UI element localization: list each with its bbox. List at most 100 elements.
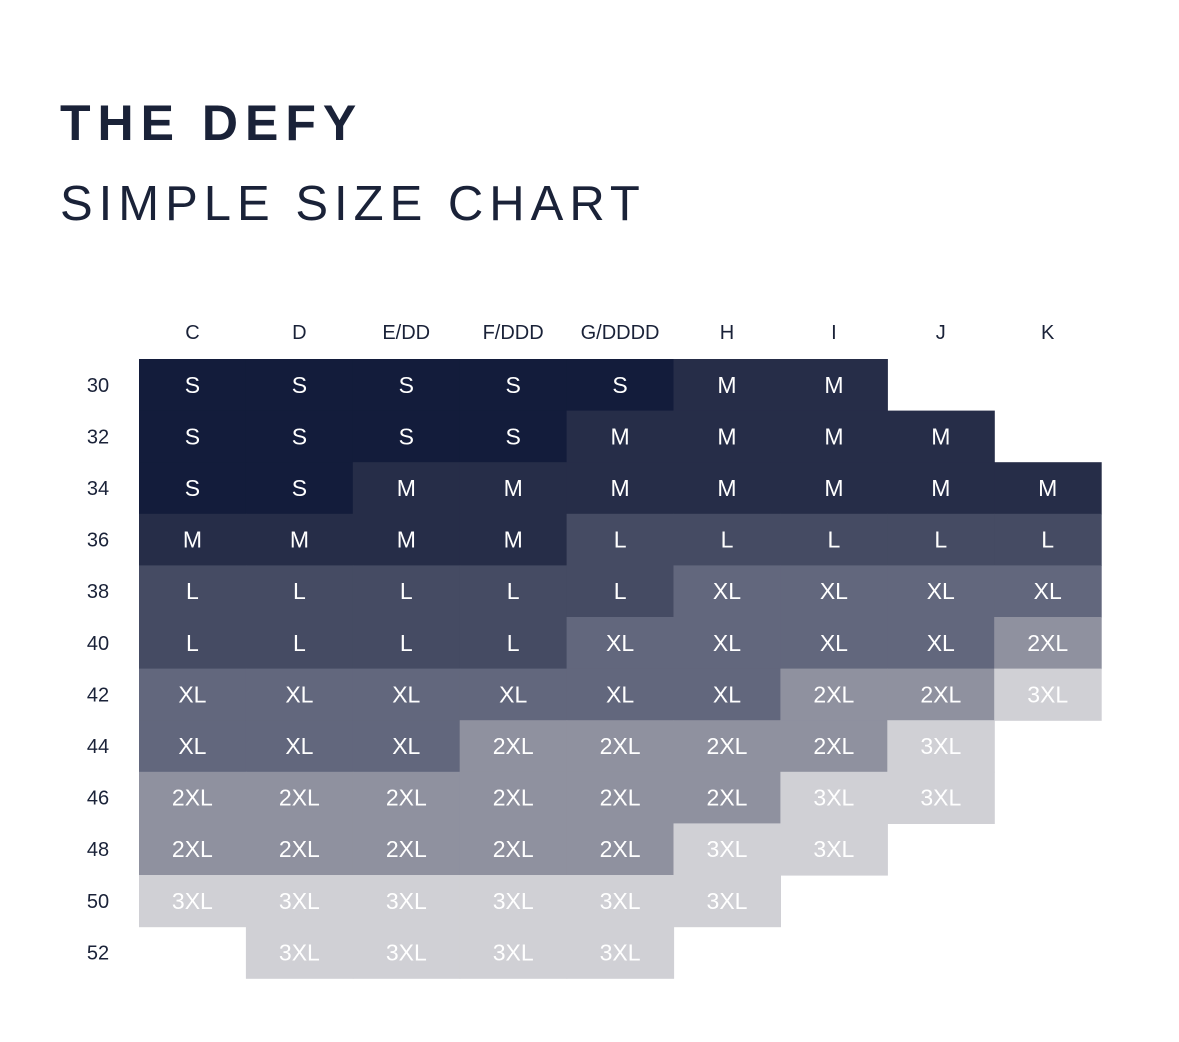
size-cell: [459, 668, 568, 721]
column-header: C: [185, 322, 199, 344]
size-cell-label: 2XL: [493, 836, 534, 862]
size-cell: [352, 771, 461, 824]
size-cell-label: S: [612, 372, 627, 398]
size-cell-label: S: [292, 372, 307, 398]
size-cell: [887, 617, 995, 670]
size-cell-label: L: [400, 630, 413, 656]
size-cell-label: XL: [606, 681, 634, 707]
size-cell: [352, 359, 461, 412]
size-cell: [352, 823, 461, 876]
size-cell-label: XL: [392, 733, 420, 759]
size-cell-label: S: [185, 423, 200, 449]
size-cell-label: M: [931, 423, 950, 449]
size-cell: [994, 617, 1102, 670]
size-cell: [245, 462, 354, 515]
size-cell: [887, 771, 995, 824]
size-cell-label: XL: [178, 681, 206, 707]
size-cell-label: S: [292, 423, 307, 449]
size-cell-label: XL: [285, 681, 313, 707]
size-cell: [139, 410, 247, 463]
size-cell-label: 3XL: [600, 939, 641, 965]
size-cell-label: 3XL: [493, 939, 534, 965]
size-cell-label: 3XL: [279, 939, 320, 965]
size-cell: [780, 668, 888, 721]
row-label: 44: [87, 736, 109, 758]
size-cell: [566, 410, 675, 463]
size-cell-label: 2XL: [386, 785, 427, 811]
size-cell: [994, 513, 1102, 566]
row-label: 52: [87, 942, 109, 964]
row-label: 38: [87, 581, 109, 603]
size-cell: [673, 668, 781, 721]
size-cell-label: 3XL: [920, 733, 961, 759]
chart-title: THE DEFY: [60, 95, 364, 151]
size-cell: [245, 565, 354, 618]
size-cell: [245, 410, 354, 463]
size-cell: [139, 513, 247, 566]
size-cell: [352, 720, 461, 773]
column-header: F/DDD: [483, 322, 544, 344]
size-cell-label: L: [293, 578, 306, 604]
size-cell-label: L: [614, 527, 627, 553]
size-cell-label: 2XL: [813, 733, 854, 759]
size-cell-label: 2XL: [279, 785, 320, 811]
size-cell: [245, 617, 354, 670]
size-cell: [352, 668, 461, 721]
size-cell: [566, 926, 675, 979]
size-cell-label: XL: [392, 681, 420, 707]
size-cell: [139, 668, 247, 721]
size-cell-label: S: [185, 475, 200, 501]
size-cell: [673, 410, 781, 463]
size-cell-label: 3XL: [493, 888, 534, 914]
size-cell: [566, 462, 675, 515]
chart-subtitle: SIMPLE SIZE CHART: [60, 177, 646, 231]
size-cell: [245, 875, 354, 928]
size-cell: [673, 875, 781, 928]
size-cell: [673, 720, 781, 773]
row-label: 36: [87, 530, 109, 552]
size-cell-label: S: [399, 423, 414, 449]
size-cell-label: M: [824, 423, 843, 449]
size-cell-label: M: [183, 527, 202, 553]
size-cell-label: M: [611, 475, 630, 501]
column-header: K: [1041, 322, 1055, 344]
size-cell-label: S: [292, 475, 307, 501]
size-cell: [139, 771, 247, 824]
size-cell: [566, 513, 675, 566]
size-cell: [459, 410, 568, 463]
size-cell: [780, 617, 888, 670]
size-cell: [459, 462, 568, 515]
size-cell: [566, 359, 675, 412]
size-cell: [245, 359, 354, 412]
size-cell: [459, 875, 568, 928]
size-cell: [459, 513, 568, 566]
size-cell: [139, 462, 247, 515]
size-cell: [139, 875, 247, 928]
size-cell-label: M: [504, 527, 523, 553]
size-cell-label: 3XL: [172, 888, 213, 914]
size-cell-label: L: [614, 578, 627, 604]
size-cell-label: XL: [499, 681, 527, 707]
size-cell-label: M: [717, 475, 736, 501]
size-cell-label: XL: [927, 578, 955, 604]
size-cell-label: XL: [285, 733, 313, 759]
size-cell: [139, 823, 247, 876]
size-cell-label: 2XL: [279, 836, 320, 862]
size-cell: [673, 771, 781, 824]
size-cell: [139, 359, 247, 412]
size-cell: [352, 875, 461, 928]
size-cell: [352, 565, 461, 618]
size-cell-label: XL: [178, 733, 206, 759]
size-cell-label: 3XL: [707, 888, 748, 914]
size-cell-label: L: [507, 578, 520, 604]
size-cell-label: 2XL: [707, 785, 748, 811]
size-cell: [245, 771, 354, 824]
size-cell: [566, 565, 675, 618]
size-cell: [780, 771, 888, 824]
size-cell-label: 2XL: [493, 785, 534, 811]
size-cell-label: L: [934, 527, 947, 553]
size-cell-label: L: [400, 578, 413, 604]
size-cell-label: 2XL: [172, 836, 213, 862]
size-cell-label: 2XL: [600, 733, 641, 759]
size-cell: [352, 513, 461, 566]
